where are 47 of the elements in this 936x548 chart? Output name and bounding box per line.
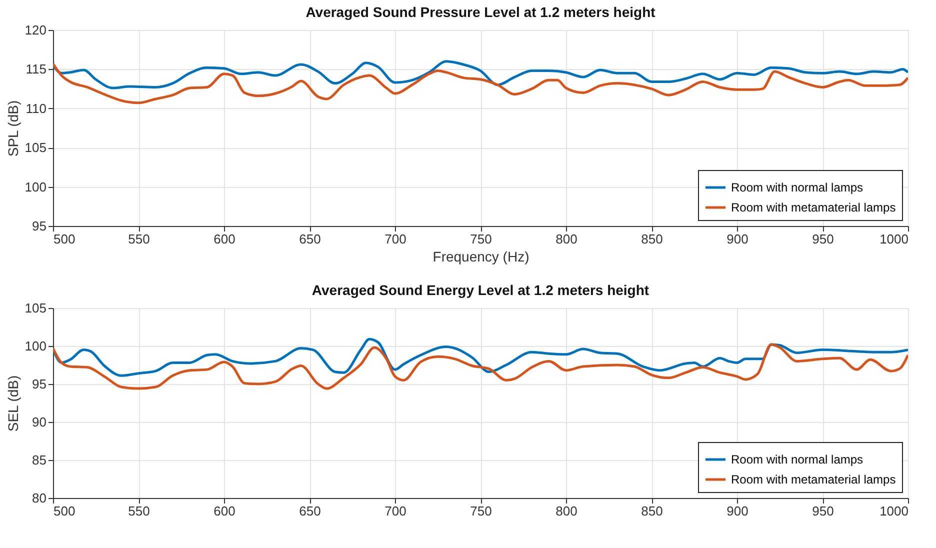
x-tick-label: 900 [726, 504, 748, 518]
y-tick-label: 115 [26, 62, 46, 77]
y-tick-label: 120 [24, 22, 46, 38]
chart-title: Averaged Sound Energy Level at 1.2 meters height [312, 282, 650, 298]
line-series [53, 343, 908, 390]
y-tick-label: 95 [32, 376, 46, 392]
legend-label: Room with metamaterial lamps [731, 472, 896, 486]
y-tick-label: 100 [24, 179, 46, 194]
x-tick-label: 700 [384, 504, 406, 518]
legend-label: Room with normal lamps [731, 180, 864, 194]
x-tick-label: 700 [384, 232, 406, 246]
x-tick-label: 650 [299, 504, 321, 518]
x-tick-label: 900 [726, 232, 748, 246]
x-tick-label: 800 [556, 504, 578, 518]
y-tick-label: 110 [26, 100, 46, 116]
x-tick-label: 850 [641, 504, 663, 518]
x-tick-label: 950 [812, 504, 834, 518]
x-tick-label: 1000 [880, 232, 908, 246]
x-tick-label: 650 [299, 232, 321, 246]
y-axis-title: SPL (dB) [4, 100, 21, 157]
x-tick-label: 600 [214, 504, 236, 518]
line-series [53, 62, 908, 104]
x-axis-title: Frequency (Hz) [432, 248, 530, 264]
y-tick-label: 95 [32, 218, 46, 234]
x-tick-label: 750 [470, 504, 492, 518]
x-tick-label: 950 [812, 232, 834, 246]
y-tick-label: 80 [32, 490, 46, 506]
x-tick-label: 600 [214, 232, 236, 246]
legend-label: Room with metamaterial lamps [731, 200, 896, 214]
y-tick-label: 85 [32, 452, 46, 468]
x-tick-label: 850 [641, 232, 663, 246]
y-tick-label: 90 [32, 414, 46, 430]
x-tick-label: 500 [54, 504, 76, 518]
y-tick-label: 100 [24, 338, 46, 354]
y-tick-label: 105 [24, 300, 46, 316]
chart-title: Averaged Sound Pressure Level at 1.2 meters height [306, 4, 656, 20]
legend-label: Room with normal lamps [731, 452, 864, 466]
x-tick-label: 1000 [880, 504, 908, 518]
x-tick-label: 750 [470, 232, 492, 246]
x-tick-label: 800 [556, 232, 578, 246]
x-tick-label: 550 [128, 504, 150, 518]
line-series [53, 338, 908, 377]
x-tick-label: 500 [54, 232, 76, 246]
x-tick-label: 550 [128, 232, 150, 246]
y-axis-title: SEL (dB) [4, 375, 21, 432]
y-tick-label: 105 [24, 140, 46, 156]
line-series [53, 60, 908, 90]
